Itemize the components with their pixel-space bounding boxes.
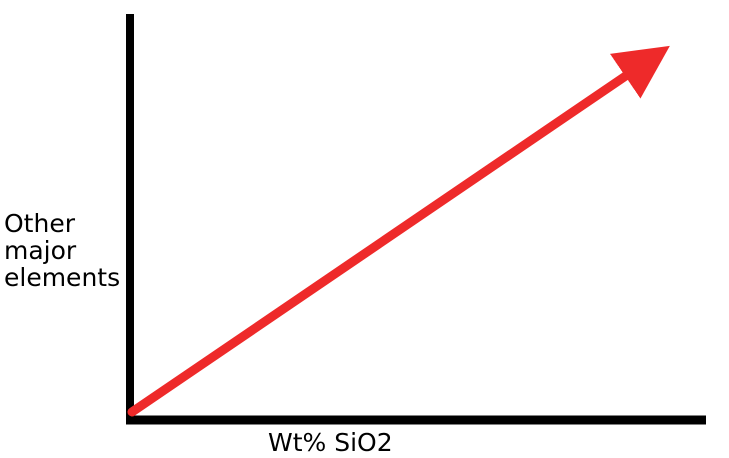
y-axis-label-line-3: elements bbox=[4, 263, 121, 292]
y-axis-label: Other major elements bbox=[4, 210, 134, 291]
trend-arrow-icon bbox=[127, 45, 670, 417]
y-axis-label-line-1: Other bbox=[4, 209, 75, 238]
x-axis-label: Wt% SiO2 bbox=[268, 428, 393, 457]
y-axis-label-line-2: major bbox=[4, 236, 77, 265]
